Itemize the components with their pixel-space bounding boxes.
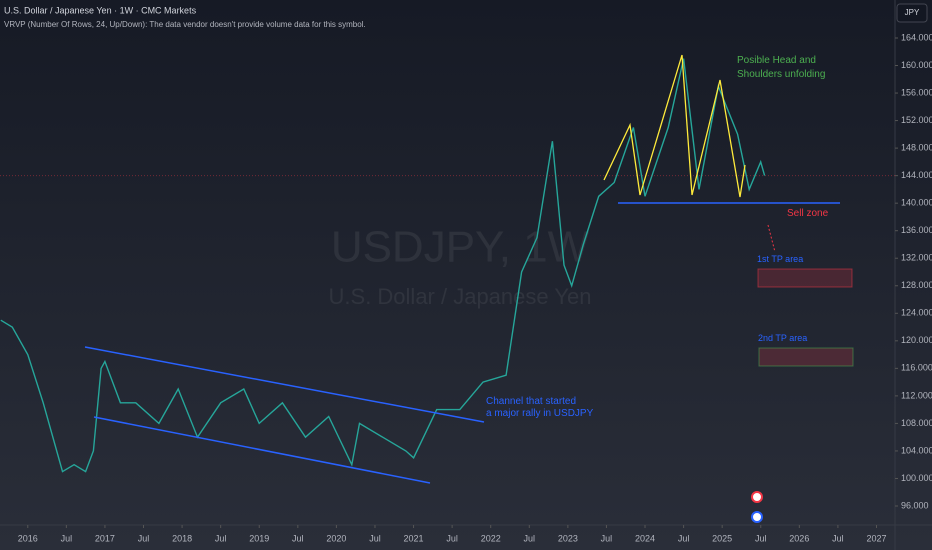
x-tick-label: 2023 — [558, 533, 578, 543]
x-tick-label: 2025 — [712, 533, 732, 543]
annotation-tp2: 2nd TP area — [758, 333, 807, 343]
x-tick-label: Jul — [292, 533, 304, 543]
tp1-box — [757, 268, 853, 288]
y-tick-label: 148.000 — [901, 142, 932, 152]
y-tick-label: 124.000 — [901, 308, 932, 318]
y-tick-label: 128.000 — [901, 280, 932, 290]
y-tick-label: 120.000 — [901, 335, 932, 345]
currency-button-label[interactable]: JPY — [905, 8, 920, 17]
y-tick-label: 144.000 — [901, 170, 932, 180]
x-tick-label: 2018 — [172, 533, 192, 543]
x-tick-label: Jul — [138, 533, 150, 543]
x-tick-label: 2021 — [404, 533, 424, 543]
x-tick-label: 2026 — [789, 533, 809, 543]
x-tick-label: Jul — [755, 533, 767, 543]
x-tick-label: 2019 — [249, 533, 269, 543]
x-tick-label: 2024 — [635, 533, 655, 543]
x-tick-label: 2022 — [481, 533, 501, 543]
x-tick-label: 2017 — [95, 533, 115, 543]
watermark-title: USDJPY, 1W — [331, 223, 590, 272]
x-tick-label: 2027 — [866, 533, 886, 543]
symbol-header: U.S. Dollar / Japanese Yen · 1W · CMC Ma… — [4, 5, 197, 15]
y-tick-label: 136.000 — [901, 225, 932, 235]
event-icon[interactable] — [751, 511, 763, 523]
x-tick-label: Jul — [369, 533, 381, 543]
y-tick-label: 104.000 — [901, 445, 932, 455]
y-tick-label: 108.000 — [901, 418, 932, 428]
x-tick-label: Jul — [215, 533, 227, 543]
channel-lower — [93, 416, 431, 484]
sell-arrow — [767, 224, 776, 253]
indicator-note: VRVP (Number Of Rows, 24, Up/Down): The … — [4, 20, 366, 29]
head-shoulders-zigzag — [603, 54, 746, 198]
x-tick-label: Jul — [446, 533, 458, 543]
price-line — [0, 58, 766, 473]
y-tick-label: 112.000 — [901, 390, 932, 400]
y-tick-label: 164.000 — [901, 32, 932, 42]
y-tick-label: 152.000 — [901, 115, 932, 125]
tp2-box — [758, 347, 854, 367]
y-tick-label: 160.000 — [901, 60, 932, 70]
x-tick-label: Jul — [832, 533, 844, 543]
x-tick-label: Jul — [524, 533, 536, 543]
x-tick-label: Jul — [678, 533, 690, 543]
channel-upper — [84, 346, 485, 423]
y-tick-label: 156.000 — [901, 87, 932, 97]
y-tick-label: 96.000 — [901, 500, 929, 510]
y-tick-label: 140.000 — [901, 198, 932, 208]
watermark-subtitle: U.S. Dollar / Japanese Yen — [329, 284, 592, 309]
y-tick-label: 132.000 — [901, 253, 932, 263]
annotation-sell: Sell zone — [787, 208, 829, 219]
annotation-hs: Posible Head and Shoulders unfolding — [737, 55, 825, 80]
currency-button[interactable] — [896, 3, 928, 23]
plot — [0, 58, 895, 473]
x-tick-label: Jul — [61, 533, 73, 543]
annotation-channel: Channel that started a major rally in USD… — [486, 396, 594, 419]
y-tick-label: 100.000 — [901, 473, 932, 483]
annotation-tp1: 1st TP area — [757, 254, 803, 264]
event-icon[interactable] — [751, 491, 763, 503]
x-tick-label: 2020 — [326, 533, 346, 543]
x-tick-label: 2016 — [18, 533, 38, 543]
y-tick-label: 116.000 — [901, 363, 932, 373]
x-tick-label: Jul — [601, 533, 613, 543]
